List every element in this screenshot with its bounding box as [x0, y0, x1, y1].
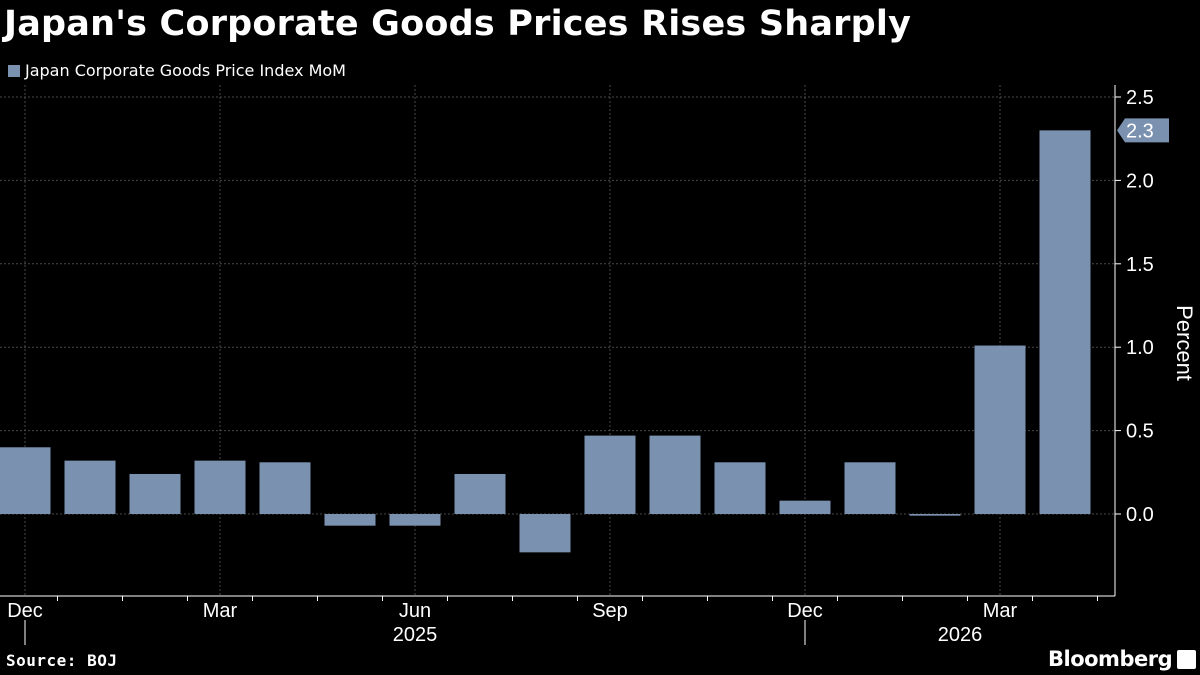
year-label: 2025: [393, 624, 438, 646]
y-tick-label: 2.0: [1126, 170, 1154, 192]
bar: [389, 514, 441, 526]
bar: [844, 462, 896, 514]
y-tick-label: 1.5: [1126, 254, 1154, 276]
y-tick-label: 2.5: [1126, 87, 1154, 109]
x-tick-label: Jun: [399, 600, 431, 622]
bar: [909, 514, 961, 516]
x-tick-label: Mar: [983, 600, 1018, 622]
bar: [129, 473, 181, 514]
bar: [0, 447, 51, 514]
bar-chart: 0.0 0.5 1.0 1.5 2.0 2.5 Dec Mar Jun Sep Dec Mar 2025…: [0, 85, 1197, 646]
bar: [194, 460, 246, 514]
bloomberg-logo: Bloomberg: [1048, 647, 1173, 671]
y-tick-label: 0.5: [1126, 421, 1154, 443]
chart-title: Japan's Corporate Goods Prices Rises Sha…: [4, 4, 912, 44]
bar: [1039, 130, 1091, 515]
bar: [324, 514, 376, 526]
y-tick-label: 1.0: [1126, 337, 1154, 359]
bar: [64, 460, 116, 514]
last-value-callout: [1117, 118, 1169, 143]
year-label: 2026: [938, 624, 983, 646]
bar: [259, 462, 311, 514]
legend: Japan Corporate Goods Price Index MoM: [8, 61, 346, 80]
bar: [584, 435, 636, 514]
y-axis-title: Percent: [1172, 305, 1197, 381]
bar: [974, 345, 1026, 514]
y-tick-label: 0.0: [1126, 504, 1154, 526]
bar: [714, 462, 766, 514]
bloomberg-terminal-icon: [1177, 650, 1196, 669]
bar: [454, 473, 506, 514]
bar: [649, 435, 701, 514]
last-value-label: 2.3: [1126, 120, 1154, 142]
legend-label: Japan Corporate Goods Price Index MoM: [25, 61, 346, 80]
x-tick-label: Dec: [7, 600, 43, 622]
legend-swatch: [8, 64, 20, 77]
x-tick-label: Sep: [592, 600, 628, 622]
source-note: Source: BOJ: [6, 651, 118, 670]
x-tick-label: Dec: [787, 600, 823, 622]
bar: [519, 514, 571, 553]
bar: [779, 500, 831, 514]
x-tick-label: Mar: [203, 600, 238, 622]
